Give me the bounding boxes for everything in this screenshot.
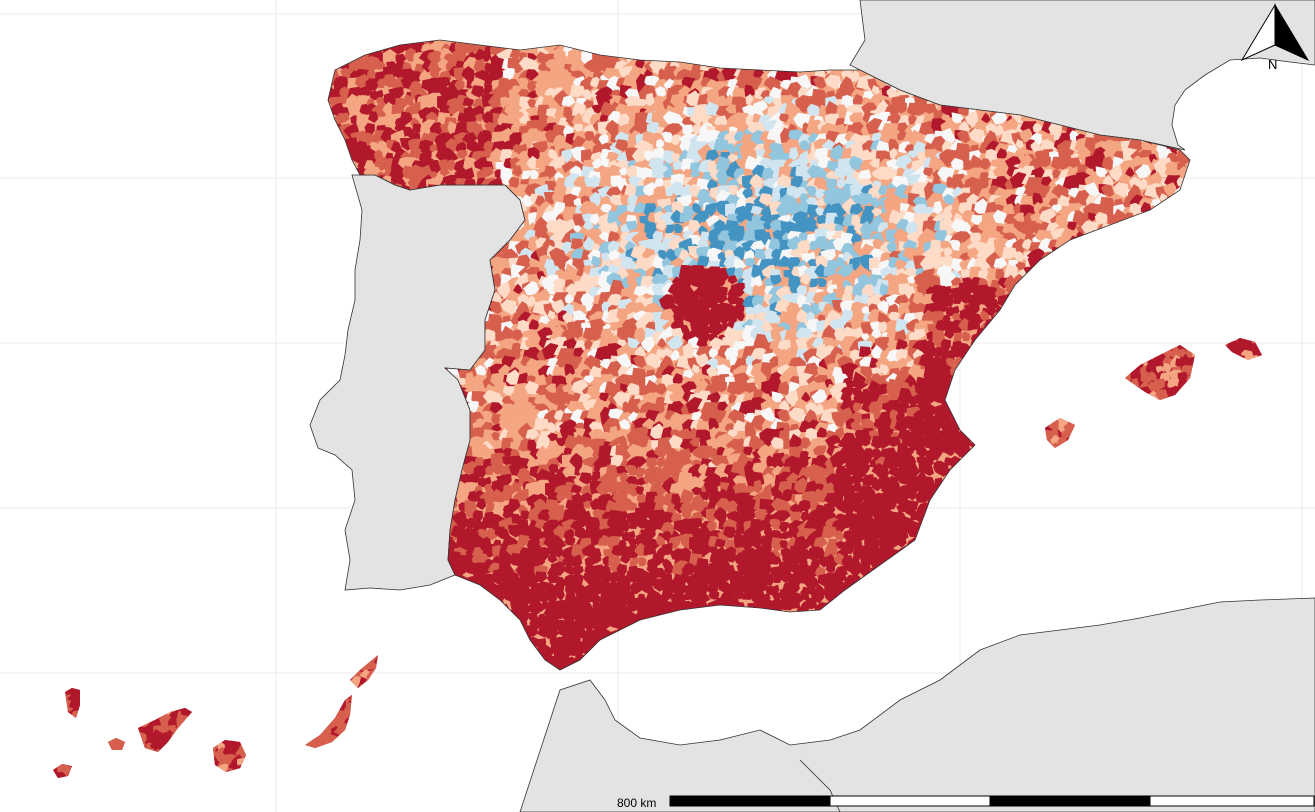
balearic-islands (1045, 338, 1262, 448)
north-arrow-icon: N (1240, 3, 1310, 72)
north-africa-land (519, 597, 1315, 812)
scale-segment-4 (1149, 795, 1315, 807)
scale-bar: 800 km (617, 795, 1315, 810)
scale-segment-3 (989, 795, 1151, 807)
north-arrow-label: N (1268, 57, 1277, 72)
scale-segment-2 (829, 795, 991, 807)
canary-islands (53, 655, 378, 778)
scale-bar-label: 800 km (617, 796, 656, 810)
scale-segment-1 (669, 795, 831, 807)
